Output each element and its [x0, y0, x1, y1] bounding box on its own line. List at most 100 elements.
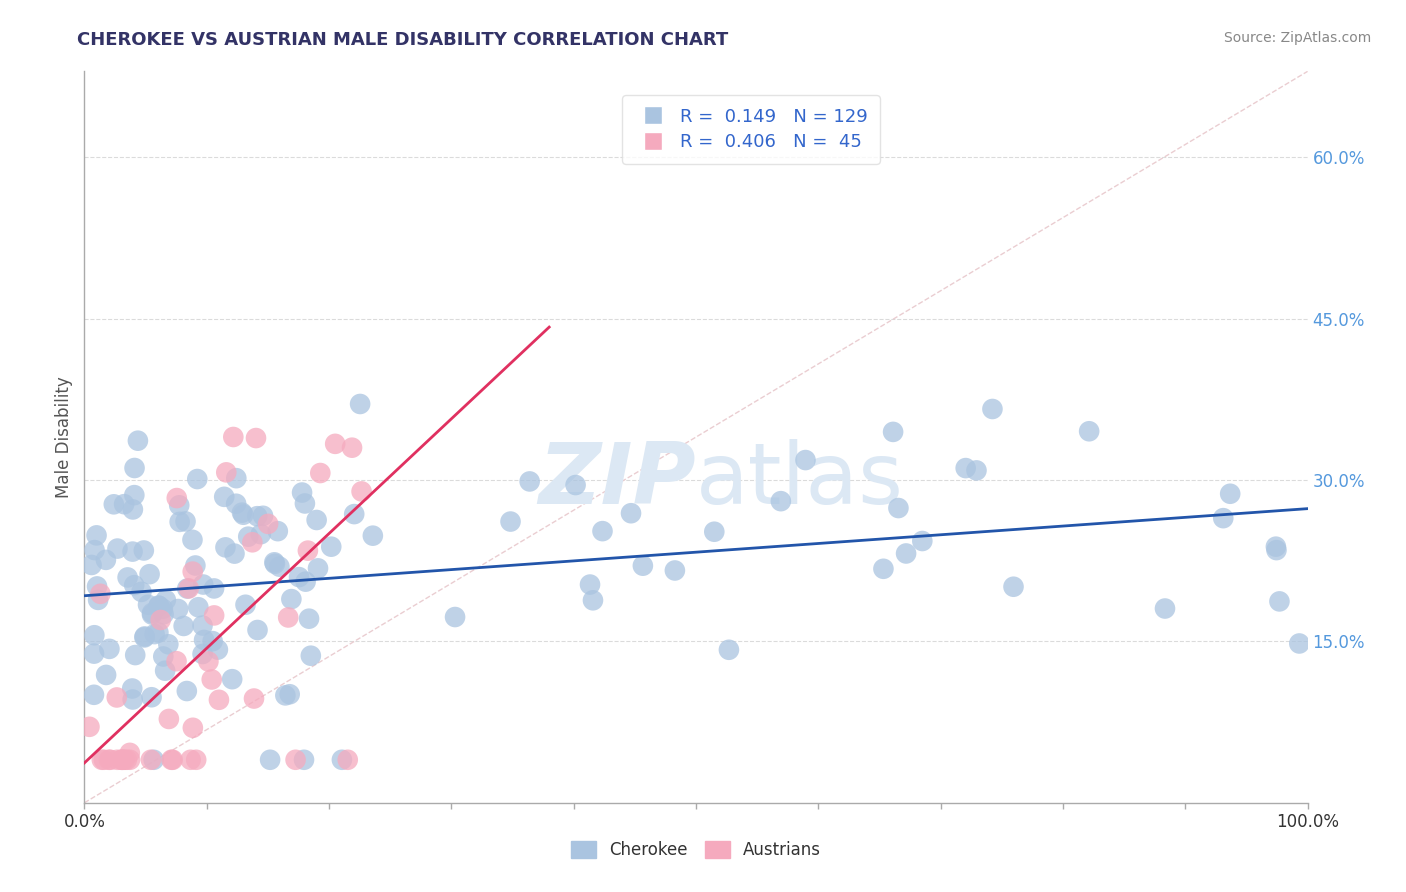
- Point: [187, 600, 209, 615]
- Point: [111, 753, 134, 767]
- Point: [139, 753, 162, 767]
- Point: [157, 712, 180, 726]
- Point: [105, 753, 128, 767]
- Point: [155, 593, 177, 607]
- Point: [911, 534, 934, 549]
- Point: [186, 472, 208, 486]
- Point: [87, 593, 110, 607]
- Point: [201, 634, 224, 648]
- Point: [264, 557, 287, 571]
- Point: [127, 434, 149, 448]
- Point: [243, 691, 266, 706]
- Point: [181, 565, 204, 579]
- Point: [90, 753, 112, 767]
- Point: [1219, 487, 1241, 501]
- Point: [80, 558, 103, 572]
- Point: [134, 629, 156, 643]
- Point: [225, 497, 247, 511]
- Point: [277, 610, 299, 624]
- Point: [132, 543, 155, 558]
- Point: [224, 547, 246, 561]
- Point: [191, 618, 214, 632]
- Point: [592, 524, 614, 538]
- Point: [361, 529, 384, 543]
- Point: [186, 753, 208, 767]
- Point: [166, 654, 188, 668]
- Point: [343, 507, 366, 521]
- Point: [169, 515, 191, 529]
- Point: [769, 494, 792, 508]
- Point: [499, 515, 522, 529]
- Point: [894, 546, 917, 560]
- Point: [118, 753, 141, 767]
- Point: [202, 608, 225, 623]
- Point: [111, 753, 134, 767]
- Point: [167, 498, 190, 512]
- Point: [1078, 424, 1101, 438]
- Point: [98, 753, 121, 767]
- Point: [83, 688, 105, 702]
- Point: [631, 558, 654, 573]
- Point: [142, 753, 165, 767]
- Point: [887, 501, 910, 516]
- Legend: R =  0.149   N = 129, R =  0.406   N =  45: R = 0.149 N = 129, R = 0.406 N = 45: [621, 95, 880, 163]
- Point: [94, 668, 117, 682]
- Point: [98, 641, 121, 656]
- Point: [152, 607, 174, 622]
- Point: [299, 648, 322, 663]
- Point: [176, 582, 198, 596]
- Point: [564, 478, 586, 492]
- Point: [117, 570, 139, 584]
- Point: [107, 541, 129, 556]
- Point: [193, 577, 215, 591]
- Point: [97, 753, 120, 767]
- Point: [166, 491, 188, 505]
- Point: [214, 541, 236, 555]
- Point: [197, 655, 219, 669]
- Point: [257, 516, 280, 531]
- Point: [121, 544, 143, 558]
- Point: [620, 506, 643, 520]
- Point: [149, 613, 172, 627]
- Text: atlas: atlas: [696, 440, 904, 523]
- Point: [141, 690, 163, 705]
- Point: [115, 753, 138, 767]
- Point: [298, 612, 321, 626]
- Point: [208, 693, 231, 707]
- Point: [794, 453, 817, 467]
- Point: [212, 490, 235, 504]
- Point: [207, 642, 229, 657]
- Point: [174, 515, 197, 529]
- Point: [307, 561, 329, 575]
- Point: [280, 592, 302, 607]
- Point: [297, 543, 319, 558]
- Point: [278, 687, 301, 701]
- Point: [582, 593, 605, 607]
- Point: [1264, 540, 1286, 554]
- Point: [181, 533, 204, 547]
- Point: [981, 402, 1004, 417]
- Point: [114, 753, 136, 767]
- Point: [249, 527, 271, 541]
- Point: [284, 753, 307, 767]
- Point: [263, 555, 285, 569]
- Point: [184, 558, 207, 573]
- Point: [124, 488, 146, 502]
- Point: [1288, 636, 1310, 650]
- Point: [118, 746, 141, 760]
- Text: ZIP: ZIP: [538, 440, 696, 523]
- Point: [124, 648, 146, 662]
- Point: [292, 753, 315, 767]
- Point: [110, 753, 132, 767]
- Point: [201, 673, 224, 687]
- Point: [141, 607, 163, 622]
- Point: [882, 425, 904, 439]
- Point: [340, 441, 363, 455]
- Point: [267, 524, 290, 538]
- Point: [294, 574, 316, 589]
- Point: [1268, 594, 1291, 608]
- Point: [238, 530, 260, 544]
- Point: [94, 553, 117, 567]
- Point: [148, 599, 170, 613]
- Point: [173, 619, 195, 633]
